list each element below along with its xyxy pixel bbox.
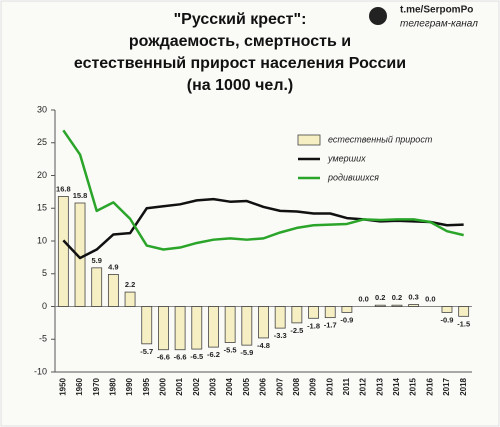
x-tick-label: 1995: [142, 377, 151, 395]
x-tick-label: 2003: [209, 377, 218, 395]
x-tick-label: 2013: [375, 377, 384, 395]
bar: [107, 274, 119, 307]
data-label: 15.8: [73, 191, 88, 200]
y-tick-label: 10: [37, 235, 47, 245]
x-tick-label: 2011: [342, 377, 351, 395]
x-tick-label: 2016: [425, 377, 434, 395]
data-label: 0.0: [358, 294, 368, 303]
line: [62, 197, 464, 260]
data-label: -3.3: [274, 331, 287, 340]
data-label: 4.9: [108, 262, 118, 271]
x-tick-label: 1960: [75, 377, 84, 395]
bar: [324, 306, 336, 319]
x-tick-label: 2017: [442, 377, 451, 395]
x-tick-label: 1970: [92, 377, 101, 395]
x-tick-label: 2001: [175, 377, 184, 395]
bar: [391, 304, 403, 307]
x-tick-label: 2006: [259, 377, 268, 395]
logo: [369, 7, 387, 25]
data-label: -5.5: [224, 346, 237, 355]
chart-title: рождаемость, смертность и: [129, 33, 351, 50]
bar: [308, 306, 319, 319]
y-tick-label: 5: [42, 268, 47, 278]
legend-label: родившихся: [327, 172, 379, 182]
data-label: 0.0: [425, 294, 435, 303]
bar: [241, 306, 253, 346]
x-tick-label: 2018: [459, 377, 468, 395]
bar: [224, 306, 236, 343]
data-label: -6.5: [190, 352, 203, 361]
bar: [174, 306, 186, 351]
x-tick-label: 2015: [409, 377, 418, 395]
bar: [91, 267, 103, 307]
data-label: -1.5: [457, 319, 470, 328]
data-label: -0.9: [340, 315, 353, 324]
x-tick-label: 2012: [359, 377, 368, 395]
legend-swatch: [297, 134, 321, 146]
data-label: -5.9: [240, 348, 253, 357]
bar: [291, 306, 303, 324]
watermark-site: t.me/SerpomPo: [400, 5, 473, 16]
x-tick-label: 2010: [325, 377, 334, 395]
bar: [374, 304, 386, 307]
x-tick-label: 1950: [58, 377, 67, 395]
y-tick-label: 20: [37, 170, 47, 180]
x-tick-label: 2005: [242, 377, 251, 395]
data-label: -4.8: [257, 341, 270, 350]
data-label: -6.2: [207, 350, 220, 359]
data-label: 2.2: [125, 280, 135, 289]
data-label: 0.3: [408, 293, 418, 302]
line: [62, 129, 464, 251]
y-tick-label: -10: [34, 366, 47, 376]
bar: [208, 306, 219, 348]
legend-label: естественный прирост: [328, 134, 433, 144]
data-label: -5.7: [140, 347, 153, 356]
data-label: -6.6: [157, 353, 170, 362]
chart-title: естественный прирост населения России: [74, 55, 406, 72]
bar: [341, 306, 353, 313]
x-tick-label: 2007: [275, 377, 284, 395]
bar: [141, 306, 153, 345]
y-tick-label: 15: [37, 203, 47, 213]
data-label: 16.8: [56, 184, 71, 193]
x-tick-label: 2004: [225, 377, 234, 395]
bar: [274, 306, 286, 329]
bar: [408, 304, 420, 307]
x-tick-label: 2014: [392, 377, 401, 395]
x-tick-label: 1990: [125, 377, 134, 395]
bar: [57, 196, 69, 307]
y-tick-label: 0: [42, 301, 47, 311]
x-tick-label: 2009: [309, 377, 318, 395]
bar: [441, 306, 453, 313]
data-label: -2.5: [290, 326, 303, 335]
data-label: 0.2: [375, 293, 385, 302]
x-tick-label: 2008: [292, 377, 301, 395]
watermark-caption: телеграм-канал: [400, 19, 478, 30]
chart-title: (на 1000 чел.): [187, 77, 294, 94]
data-label: 5.9: [91, 256, 101, 265]
y-tick-label: -5: [39, 334, 47, 344]
data-label: -1.7: [324, 321, 337, 330]
x-tick-label: 2000: [159, 377, 168, 395]
x-tick-label: 1980: [108, 377, 117, 395]
data-label: -6.6: [174, 353, 187, 362]
data-label: 0.2: [392, 293, 402, 302]
legend-label: умерших: [327, 153, 366, 163]
y-tick-label: 25: [37, 137, 47, 147]
bar: [258, 306, 269, 339]
data-label: -0.9: [441, 315, 454, 324]
y-tick-label: 30: [37, 104, 47, 114]
bar: [458, 306, 470, 317]
chart-title: "Русский крест":: [174, 11, 307, 28]
x-tick-label: 2002: [192, 377, 201, 395]
bar: [158, 306, 169, 351]
data-label: -1.8: [307, 321, 320, 330]
bar: [191, 306, 203, 350]
bar: [124, 291, 136, 307]
